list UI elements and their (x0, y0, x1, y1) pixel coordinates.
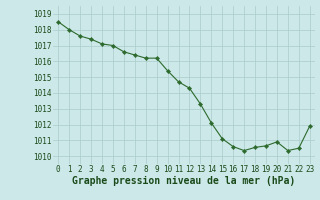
X-axis label: Graphe pression niveau de la mer (hPa): Graphe pression niveau de la mer (hPa) (72, 176, 296, 186)
